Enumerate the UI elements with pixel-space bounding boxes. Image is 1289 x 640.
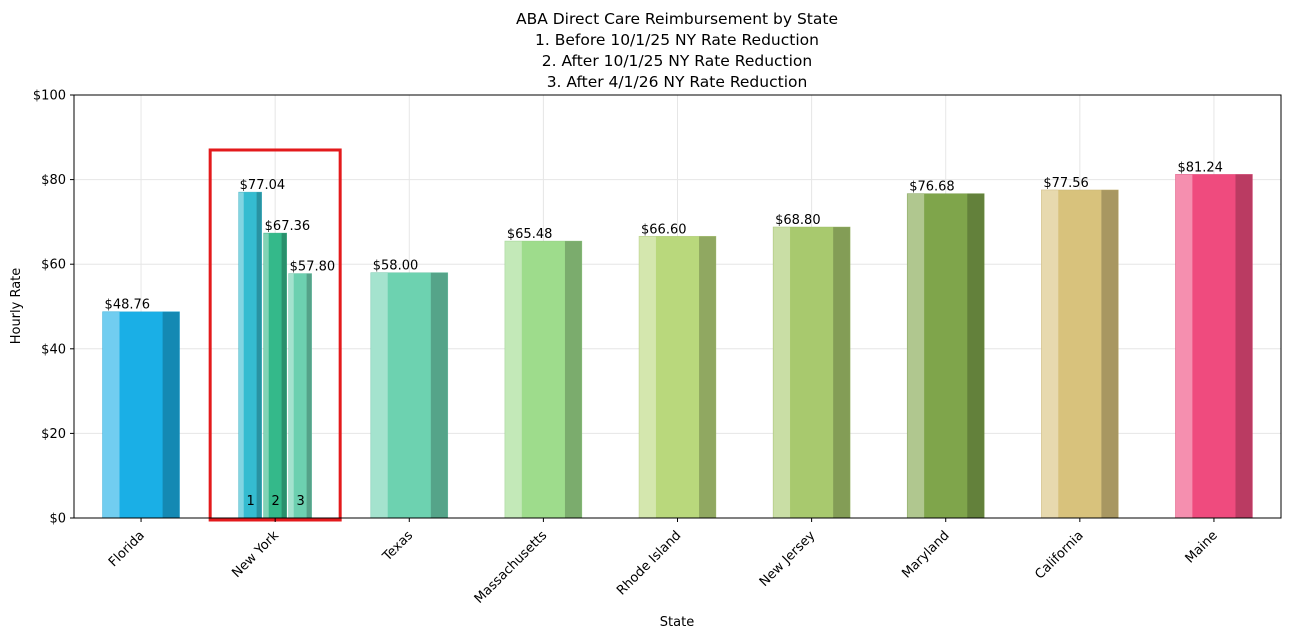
bar-rhode-island-highlight bbox=[639, 236, 656, 519]
value-label-new-york-1: $77.04 bbox=[240, 178, 286, 193]
value-label-maryland: $76.68 bbox=[909, 180, 955, 195]
x-axis-label: State bbox=[660, 615, 694, 630]
bar-new-york-1-shadow bbox=[256, 192, 262, 519]
bar-maryland bbox=[906, 193, 985, 519]
bar-new-york-3 bbox=[288, 273, 312, 519]
bar-new-jersey-highlight bbox=[773, 226, 791, 518]
bar-texas-highlight bbox=[370, 272, 388, 518]
chart-title: ABA Direct Care Reimbursement by State 1… bbox=[516, 10, 838, 91]
bar-florida-shadow bbox=[162, 311, 180, 518]
bar-maryland-highlight bbox=[907, 193, 925, 518]
x-tick-label-rhode-island: Rhode Island bbox=[614, 528, 684, 598]
chart-title-line-1: ABA Direct Care Reimbursement by State bbox=[516, 10, 838, 28]
bar-maine bbox=[1175, 174, 1253, 519]
bars bbox=[102, 174, 1253, 519]
bar-florida-highlight bbox=[102, 311, 120, 518]
chart-title-line-2: 1. Before 10/1/25 NY Rate Reduction bbox=[535, 31, 819, 49]
chart-title-line-4: 3. After 4/1/26 NY Rate Reduction bbox=[547, 73, 808, 91]
sub-bar-index-1: 1 bbox=[247, 494, 255, 509]
value-label-california: $77.56 bbox=[1043, 176, 1089, 191]
y-tick-label-0: $0 bbox=[49, 512, 66, 527]
y-tick-label-80: $80 bbox=[41, 173, 66, 188]
bar-new-york-2-highlight bbox=[263, 233, 269, 518]
bar-california-highlight bbox=[1041, 189, 1059, 518]
x-tick-label-florida: Florida bbox=[106, 528, 148, 570]
bar-rhode-island-shadow bbox=[699, 236, 716, 519]
value-label-new-york-2: $67.36 bbox=[265, 219, 311, 234]
y-tick-label-20: $20 bbox=[41, 427, 66, 442]
bar-maine-highlight bbox=[1175, 174, 1193, 518]
bar-massachusetts bbox=[504, 240, 583, 519]
bar-texas bbox=[370, 272, 449, 519]
sub-bar-index-2: 2 bbox=[272, 494, 280, 509]
value-label-texas: $58.00 bbox=[373, 259, 419, 274]
bar-florida bbox=[102, 311, 180, 519]
bar-new-york-1 bbox=[238, 191, 262, 519]
y-tick-label-100: $100 bbox=[33, 89, 66, 104]
bar-new-york-3-shadow bbox=[306, 273, 312, 518]
value-label-massachusetts: $65.48 bbox=[507, 227, 553, 242]
value-label-rhode-island: $66.60 bbox=[641, 222, 687, 237]
x-tick-label-new-jersey: New Jersey bbox=[757, 528, 819, 590]
y-tick-label-40: $40 bbox=[41, 342, 66, 357]
bar-new-jersey-shadow bbox=[833, 226, 851, 518]
sub-bar-index-3: 3 bbox=[297, 494, 305, 509]
bar-new-york-1-body bbox=[238, 192, 262, 519]
bar-new-york-3-body bbox=[288, 273, 312, 518]
y-tick-label-60: $60 bbox=[41, 258, 66, 273]
value-label-new-york-3: $57.80 bbox=[290, 260, 336, 275]
x-tick-label-california: California bbox=[1032, 528, 1086, 582]
x-tick-label-massachusetts: Massachusetts bbox=[472, 528, 551, 607]
bar-rhode-island bbox=[638, 235, 717, 519]
y-axis-label: Hourly Rate bbox=[9, 268, 24, 345]
bar-new-york-2-body bbox=[263, 233, 287, 518]
bar-maine-shadow bbox=[1235, 174, 1253, 518]
value-label-new-jersey: $68.80 bbox=[775, 213, 821, 228]
bar-california-shadow bbox=[1101, 189, 1119, 518]
bar-new-york-3-highlight bbox=[288, 273, 294, 518]
x-axis-ticks: Florida New York Texas Massachusetts Rhode I… bbox=[106, 518, 1221, 607]
bar-new-york-2 bbox=[263, 232, 287, 519]
bar-california bbox=[1041, 189, 1119, 519]
bar-new-york-2-shadow bbox=[281, 233, 287, 518]
bar-massachusetts-highlight bbox=[504, 241, 522, 518]
bar-new-york-1-highlight bbox=[238, 192, 244, 519]
x-tick-label-texas: Texas bbox=[379, 528, 416, 565]
bar-new-jersey bbox=[772, 226, 851, 519]
x-tick-label-maine: Maine bbox=[1183, 528, 1221, 566]
value-label-florida: $48.76 bbox=[105, 298, 151, 313]
x-tick-label-new-york: New York bbox=[229, 528, 282, 581]
bar-massachusetts-shadow bbox=[564, 241, 582, 518]
bar-maryland-shadow bbox=[967, 193, 985, 518]
y-axis-ticks: $0 $20 $40 $60 $80 $100 bbox=[33, 89, 74, 527]
chart-title-line-3: 2. After 10/1/25 NY Rate Reduction bbox=[542, 52, 813, 70]
x-tick-label-maryland: Maryland bbox=[899, 528, 952, 581]
data-labels: $48.76 $77.04 1 $67.36 2 $57.80 3 $58.00 $65.48 $… bbox=[105, 160, 1223, 509]
value-label-maine: $81.24 bbox=[1177, 160, 1223, 175]
bar-texas-shadow bbox=[430, 272, 448, 518]
